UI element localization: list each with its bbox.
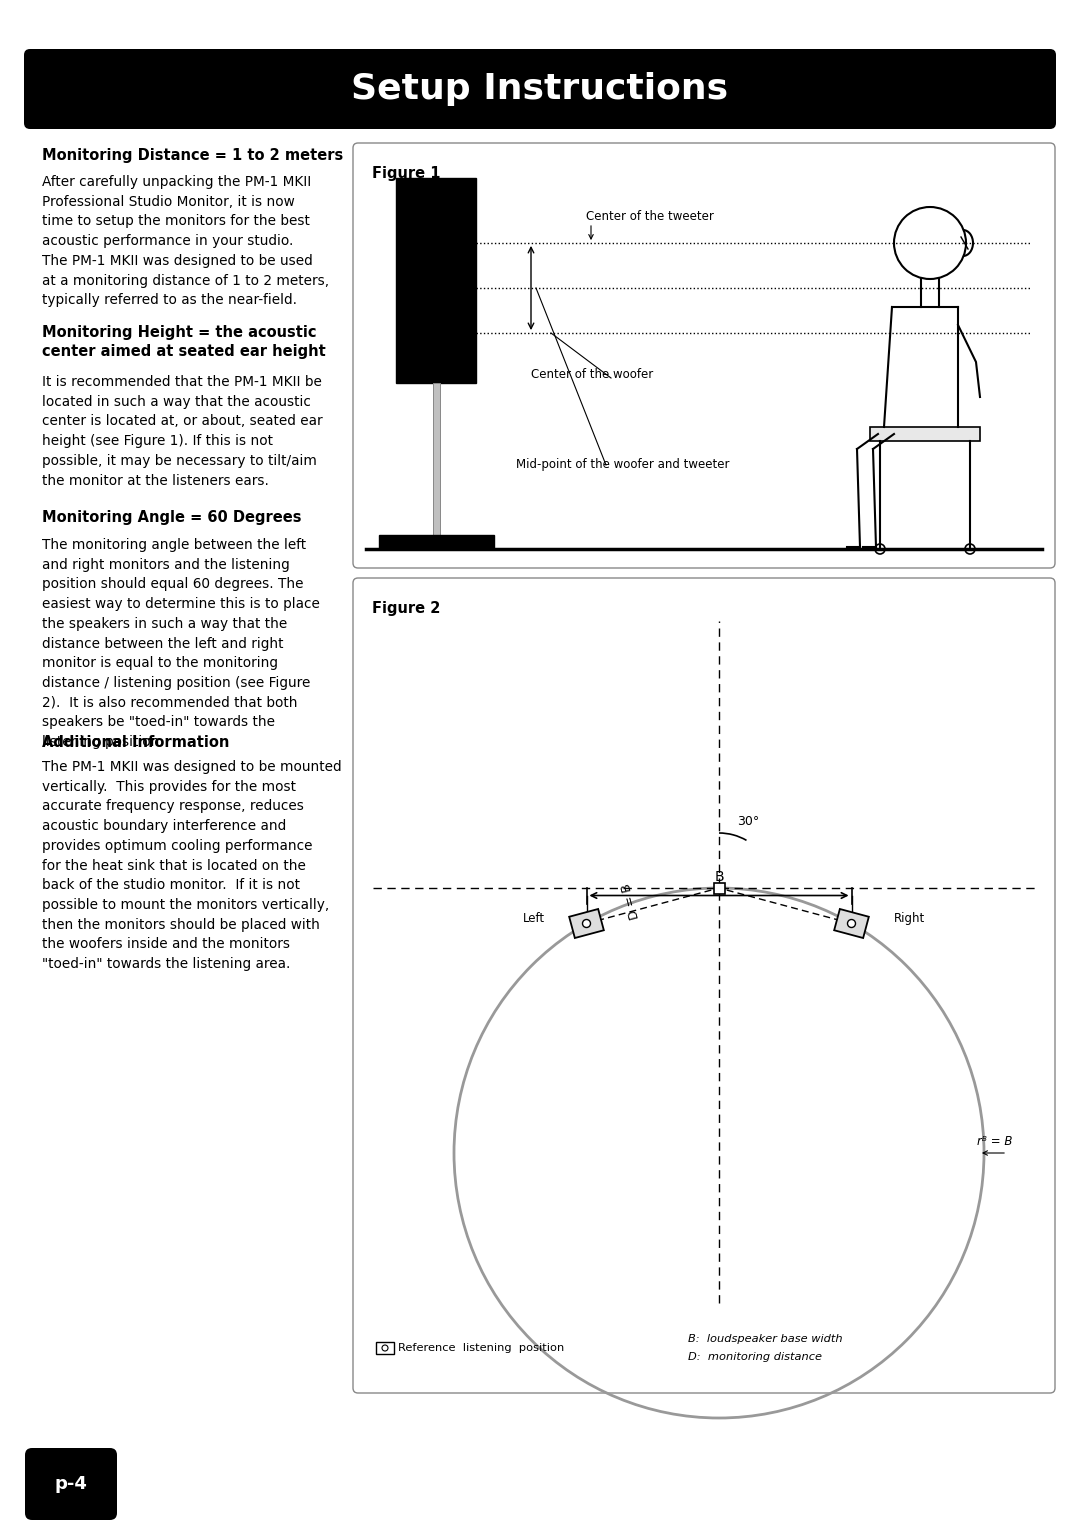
Text: B: B	[714, 869, 724, 884]
Bar	[378, 534, 494, 550]
Text: Center of the woofer: Center of the woofer	[531, 368, 653, 382]
Text: Figure 2: Figure 2	[372, 602, 441, 615]
Polygon shape	[569, 909, 604, 938]
FancyBboxPatch shape	[24, 49, 1056, 128]
Circle shape	[382, 1345, 388, 1351]
Circle shape	[582, 919, 591, 927]
Bar	[396, 179, 476, 383]
Bar	[714, 883, 725, 893]
Text: Reference  listening  position: Reference listening position	[399, 1344, 564, 1353]
Text: Monitoring Distance = 1 to 2 meters: Monitoring Distance = 1 to 2 meters	[42, 148, 343, 163]
FancyBboxPatch shape	[25, 1448, 117, 1519]
Text: Additional Information: Additional Information	[42, 734, 229, 750]
Text: D = B: D = B	[620, 881, 642, 921]
Text: p-4: p-4	[55, 1475, 87, 1493]
FancyBboxPatch shape	[353, 144, 1055, 568]
Text: 30°: 30°	[737, 815, 759, 828]
Text: Right: Right	[893, 912, 924, 925]
Polygon shape	[834, 909, 868, 938]
Text: Setup Instructions: Setup Instructions	[351, 72, 729, 105]
Text: The monitoring angle between the left
and right monitors and the listening
posit: The monitoring angle between the left an…	[42, 538, 320, 750]
Text: Monitoring Angle = 60 Degrees: Monitoring Angle = 60 Degrees	[42, 510, 301, 525]
Text: D:  monitoring distance: D: monitoring distance	[688, 1351, 822, 1362]
Text: Figure 1: Figure 1	[372, 166, 441, 182]
Text: It is recommended that the PM-1 MKII be
located in such a way that the acoustic
: It is recommended that the PM-1 MKII be …	[42, 376, 323, 487]
Text: Left: Left	[523, 912, 544, 925]
Text: Center of the tweeter: Center of the tweeter	[586, 211, 714, 223]
Text: rᴮ = B: rᴮ = B	[976, 1135, 1012, 1148]
Text: Monitoring Height = the acoustic
center aimed at seated ear height: Monitoring Height = the acoustic center …	[42, 325, 326, 359]
Text: After carefully unpacking the PM-1 MKII
Professional Studio Monitor, it is now
t: After carefully unpacking the PM-1 MKII …	[42, 176, 329, 307]
Bar	[432, 383, 440, 534]
FancyBboxPatch shape	[353, 579, 1055, 1393]
Circle shape	[848, 919, 855, 927]
Text: B:  loudspeaker base width: B: loudspeaker base width	[688, 1335, 842, 1344]
Bar	[870, 428, 980, 441]
Bar	[376, 1342, 394, 1354]
Text: Mid-point of the woofer and tweeter: Mid-point of the woofer and tweeter	[516, 458, 729, 470]
Text: The PM-1 MKII was designed to be mounted
vertically.  This provides for the most: The PM-1 MKII was designed to be mounted…	[42, 760, 341, 971]
